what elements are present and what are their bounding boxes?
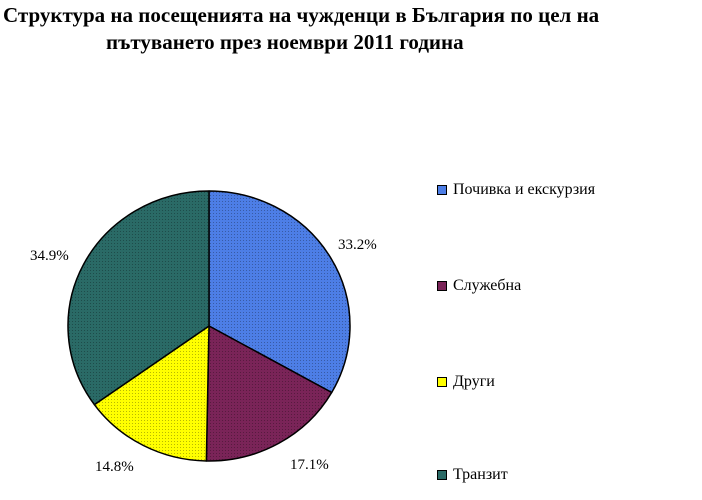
legend-label-3: Транзит: [453, 466, 508, 483]
data-label-0: 33.2%: [338, 237, 377, 253]
legend-item-3: Транзит: [437, 465, 508, 485]
legend-swatch-2: [437, 377, 447, 387]
data-label-1: 17.1%: [290, 457, 329, 473]
legend-label-1: Служебна: [453, 277, 522, 294]
pie-slice-3: [67, 190, 210, 406]
pie-slices: [67, 190, 351, 462]
chart-title: Структура на посещенията на чужденци в Б…: [0, 2, 702, 56]
data-label-3: 34.9%: [30, 248, 69, 264]
legend-item-1: Служебна: [437, 276, 521, 296]
data-label-2: 14.8%: [95, 459, 134, 475]
legend-item-0: Почивка и екскурзия: [437, 180, 595, 200]
pie-slice-2: [93, 325, 210, 462]
pie-data-labels: 33.2% 17.1% 14.8% 34.9%: [30, 237, 377, 475]
pie-slice-1: [205, 325, 333, 462]
legend-item-2: Други: [437, 372, 495, 392]
legend-swatch-1: [437, 281, 447, 291]
legend-swatch-3: [437, 470, 447, 480]
pie-slice-0: [208, 190, 351, 394]
legend-label-0: Почивка и екскурзия: [453, 181, 596, 198]
chart-title-line1: Структура на посещенията на чужденци в Б…: [3, 3, 600, 27]
legend-swatch-0: [437, 185, 447, 195]
legend-label-2: Други: [453, 373, 495, 390]
chart-title-line2: пътуването през ноември 2011 година: [106, 30, 464, 54]
